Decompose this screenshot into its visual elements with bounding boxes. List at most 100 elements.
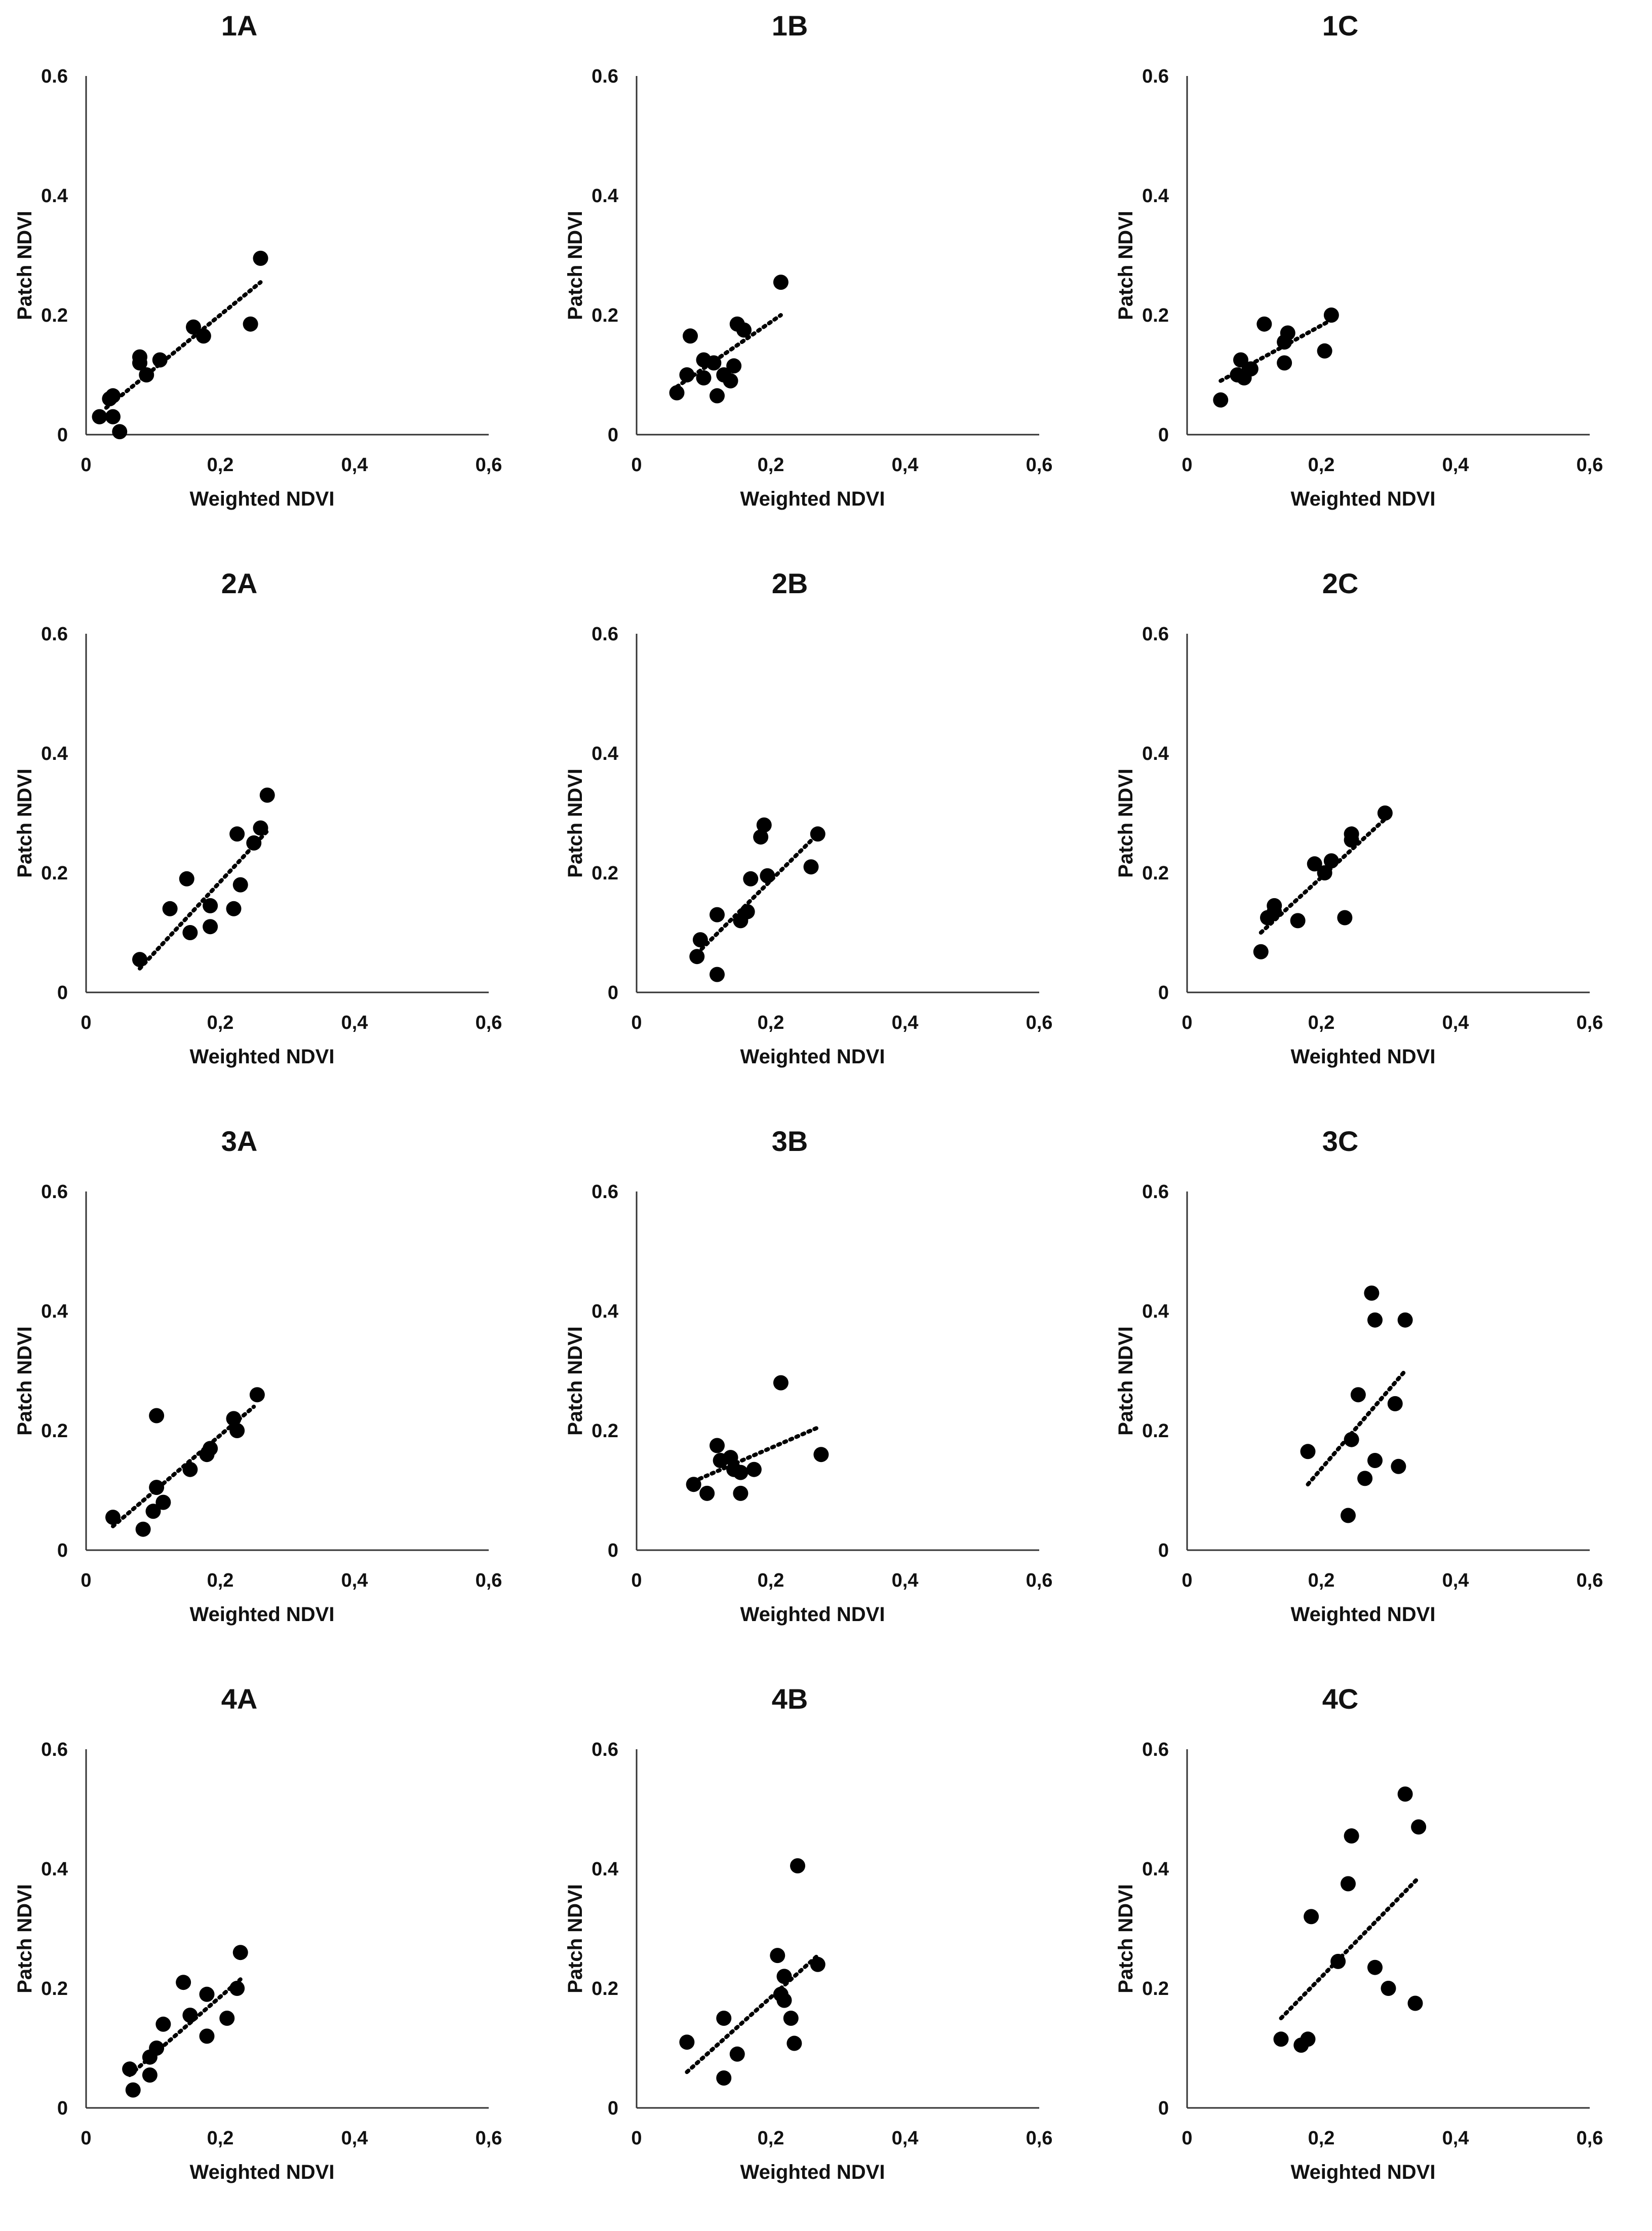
chart-panel-2C: 2C 0 0.2 0.4 0.6 0 0,2 0,4 0,6 Weighted NDVI Patch… [1101,558,1651,1116]
x-tick-label: 0,2 [207,1012,234,1033]
data-point [1317,865,1332,880]
data-point [669,385,685,401]
data-point [1300,2031,1316,2047]
data-point [229,1423,245,1438]
data-point [736,322,752,338]
data-point [122,2061,138,2077]
x-tick-label: 0,6 [1026,2128,1053,2149]
chart-svg-3B: 3B 0 0.2 0.4 0.6 0 0,2 0,4 0,6 Weighted NDVI Patch… [564,1125,1052,1626]
data-point [810,1956,825,1972]
data-point [176,1975,191,1990]
data-point [199,2028,215,2044]
x-tick-label: 0,2 [1308,454,1335,476]
data-point [753,829,769,845]
y-axis-label: Patch NDVI [1115,1326,1137,1436]
y-tick-label: 0.6 [41,1181,68,1203]
y-tick-label: 0 [1158,2098,1169,2119]
data-point [195,328,211,344]
data-point [1213,392,1229,408]
x-tick-label: 0 [631,1012,642,1033]
x-tick-label: 0 [1182,454,1192,476]
y-axis-label: Patch NDVI [564,1326,586,1436]
data-point [696,370,712,386]
x-tick-label: 0,4 [892,454,919,476]
data-point [246,835,262,851]
data-point [1411,1819,1427,1835]
data-point [776,1969,792,1984]
x-axis-label: Weighted NDVI [1291,1046,1436,1068]
data-point [1367,1453,1383,1468]
x-tick-label: 0,2 [758,1570,784,1591]
data-point [162,901,178,916]
data-point [689,949,705,965]
chart-title: 2B [772,567,808,599]
data-point [1381,1981,1396,1996]
data-point [182,925,198,940]
data-point [1367,1959,1383,1975]
x-tick-label: 0,4 [341,1570,368,1591]
data-point [92,409,107,425]
chart-svg-1A: 1A 0 0.2 0.4 0.6 0 0,2 0,4 0,6 Weighted NDVI Patch… [14,10,502,510]
y-tick-label: 0.2 [1142,1420,1169,1442]
y-tick-label: 0.2 [41,1420,68,1442]
data-point [1256,316,1272,332]
data-point [1397,1312,1413,1328]
data-point [219,2011,235,2026]
data-point [783,2011,799,2026]
x-tick-label: 0,6 [1577,1570,1603,1591]
chart-panel-3C: 3C 0 0.2 0.4 0.6 0 0,2 0,4 0,6 Weighted NDVI Patch… [1101,1116,1651,1673]
x-tick-label: 0,4 [892,1012,919,1033]
y-tick-label: 0.4 [1142,1859,1169,1880]
data-point [773,275,789,290]
chart-title: 3A [221,1125,258,1157]
data-point [226,1411,242,1427]
data-point [1367,1312,1383,1328]
y-tick-label: 0.6 [592,624,618,645]
data-point [1243,361,1258,377]
y-axis-label: Patch NDVI [564,768,586,878]
chart-svg-1B: 1B 0 0.2 0.4 0.6 0 0,2 0,4 0,6 Weighted NDVI Patch… [564,10,1052,510]
x-axis-label: Weighted NDVI [190,488,335,510]
data-point [145,1504,161,1519]
x-axis-label: Weighted NDVI [190,1046,335,1068]
x-tick-label: 0,4 [892,1570,919,1591]
chart-panel-1B: 1B 0 0.2 0.4 0.6 0 0,2 0,4 0,6 Weighted NDVI Patch… [550,0,1101,558]
y-tick-label: 0.4 [1142,185,1169,207]
data-point [232,877,248,893]
chart-title: 2A [221,567,258,599]
data-point [1397,1786,1413,1802]
data-point [1267,904,1282,919]
data-point [243,316,258,332]
chart-title: 2C [1322,567,1359,599]
chart-panel-4A: 4A 0 0.2 0.4 0.6 0 0,2 0,4 0,6 Weighted NDVI Patch… [0,1673,550,2231]
y-tick-label: 0.4 [592,743,618,764]
data-point [1377,805,1393,821]
x-tick-label: 0,4 [1442,2128,1469,2149]
x-tick-label: 0,2 [207,454,234,476]
y-tick-label: 0.6 [41,66,68,87]
data-point [105,388,121,404]
y-tick-label: 0.2 [41,1978,68,1999]
data-point [226,901,242,916]
data-point [1233,352,1248,368]
y-tick-label: 0.6 [592,66,618,87]
data-point [1273,2031,1289,2047]
chart-panel-4C: 4C 0 0.2 0.4 0.6 0 0,2 0,4 0,6 Weighted NDVI Patch… [1101,1673,1651,2231]
x-axis-label: Weighted NDVI [740,488,885,510]
y-axis-label: Patch NDVI [1115,1884,1137,1993]
y-tick-label: 0.2 [41,863,68,884]
data-point [149,1480,165,1495]
chart-title: 4B [772,1683,808,1715]
data-point [253,250,268,266]
data-point [1317,343,1332,359]
data-point [756,817,772,833]
data-point [743,871,759,887]
data-point [1300,1444,1316,1459]
y-tick-label: 0.6 [1142,1739,1169,1760]
data-point [112,424,128,440]
y-tick-label: 0.2 [592,863,618,884]
data-point [1323,307,1339,323]
chart-panel-1A: 1A 0 0.2 0.4 0.6 0 0,2 0,4 0,6 Weighted NDVI Patch… [0,0,550,558]
y-tick-label: 0.4 [592,185,618,207]
y-tick-label: 0.4 [41,185,68,207]
